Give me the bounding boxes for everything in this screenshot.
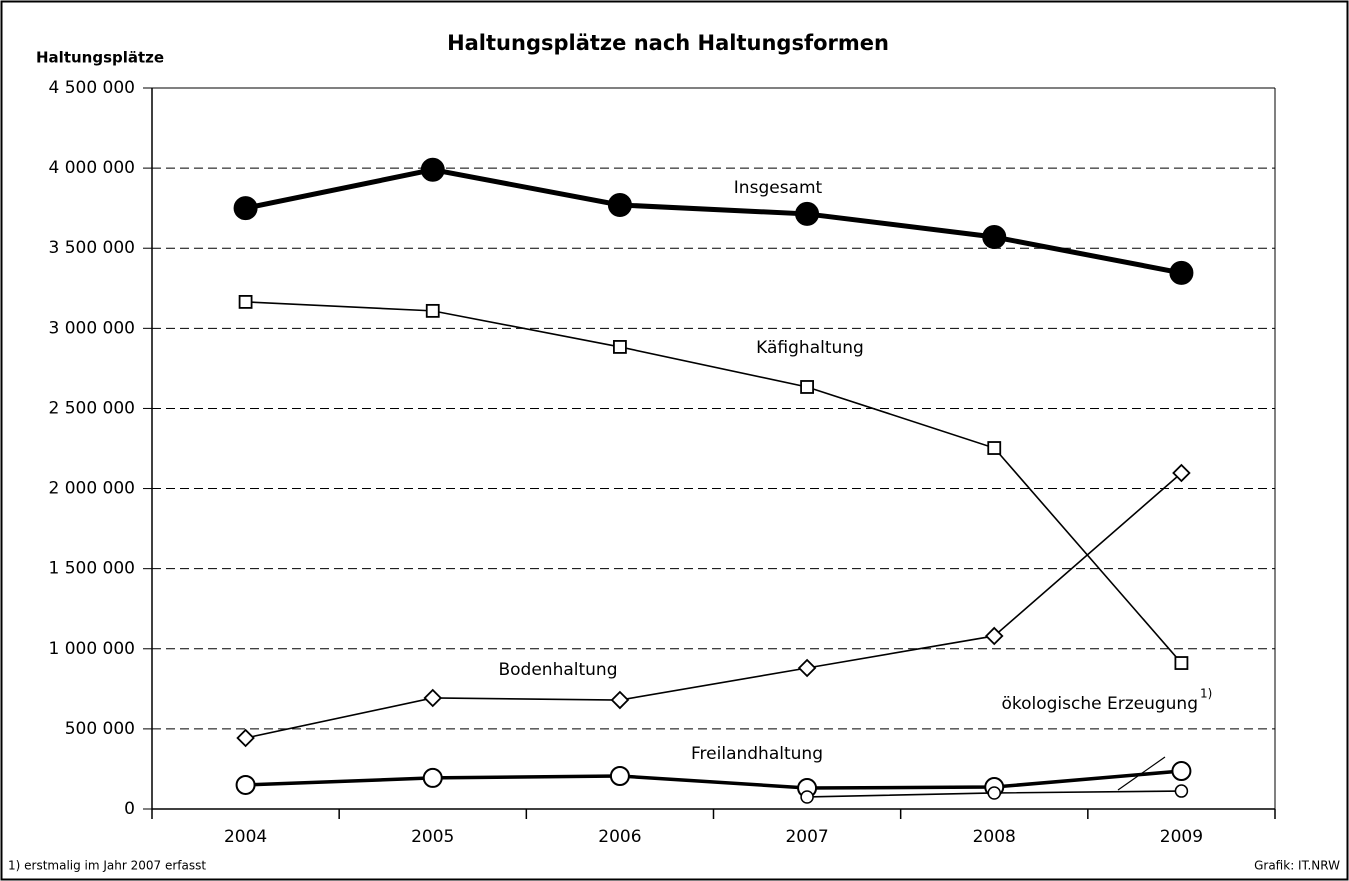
marker <box>800 380 814 394</box>
series-line <box>245 472 1182 739</box>
marker <box>982 225 1007 250</box>
x-tick-label: 2008 <box>973 827 1016 847</box>
series-label: Insgesamt <box>734 178 823 198</box>
footnote: 1) erstmalig im Jahr 2007 erfasst <box>8 859 206 873</box>
marker <box>987 441 1002 455</box>
leader-line <box>1117 756 1166 791</box>
marker <box>984 626 1004 646</box>
x-tick-label: 2004 <box>224 827 267 847</box>
series-label: Freilandhaltung <box>691 744 823 764</box>
x-tick-label: 2006 <box>598 827 641 847</box>
footnote-marker: 1) <box>1200 687 1212 701</box>
marker <box>613 340 627 354</box>
series-label: ökologische Erzeugung <box>1001 694 1198 714</box>
marker <box>1174 656 1189 670</box>
series-label: Käfighaltung <box>756 338 864 358</box>
y-tick-label: 0 <box>124 799 135 819</box>
marker <box>795 201 820 226</box>
marker <box>425 303 440 318</box>
x-tick-label: 2009 <box>1160 827 1203 847</box>
marker <box>607 192 632 217</box>
y-axis-label: Haltungsplätze <box>36 49 164 67</box>
y-tick-label: 4 500 000 <box>48 78 135 98</box>
y-tick-label: 1 500 000 <box>48 559 135 579</box>
series-label: Bodenhaltung <box>498 660 617 680</box>
y-tick-label: 1 000 000 <box>48 639 135 659</box>
marker <box>609 765 630 786</box>
marker <box>422 767 443 788</box>
marker <box>236 728 255 748</box>
marker <box>423 688 443 708</box>
marker <box>1174 784 1189 798</box>
marker <box>420 157 445 182</box>
series-line <box>245 167 1182 276</box>
marker <box>238 294 253 309</box>
x-tick-label: 2007 <box>785 827 828 847</box>
y-tick-label: 500 000 <box>65 719 135 739</box>
marker <box>987 786 1001 800</box>
y-tick-label: 4 000 000 <box>48 158 135 178</box>
y-tick-label: 3 000 000 <box>48 318 135 338</box>
source: Grafik: IT.NRW <box>1254 859 1340 873</box>
marker <box>797 658 817 678</box>
marker <box>800 790 814 804</box>
chart-title: Haltungsplätze nach Haltungsformen <box>447 31 889 55</box>
marker <box>610 690 630 710</box>
marker <box>233 196 258 221</box>
marker <box>235 774 256 795</box>
marker <box>1169 260 1194 285</box>
y-tick-label: 2 000 000 <box>48 479 135 499</box>
series-line <box>245 301 1183 664</box>
x-tick-label: 2005 <box>411 827 454 847</box>
y-tick-label: 3 500 000 <box>48 238 135 258</box>
y-tick-label: 2 500 000 <box>48 398 135 418</box>
series-line <box>245 769 1182 790</box>
marker <box>1172 463 1191 483</box>
marker <box>1171 761 1192 782</box>
